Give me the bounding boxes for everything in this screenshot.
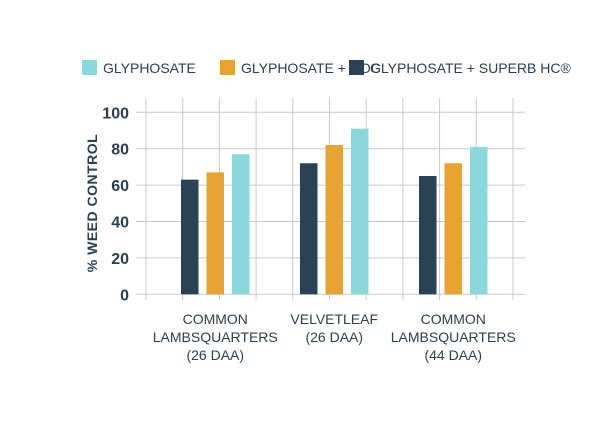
bar bbox=[181, 179, 199, 295]
y-axis-label: % WEED CONTROL bbox=[84, 134, 100, 272]
x-tick-label: COMMON LAMBSQUARTERS (44 DAA) bbox=[391, 311, 516, 363]
y-tick-label: 0 bbox=[120, 287, 129, 304]
x-tick-label-line: COMMON bbox=[421, 311, 486, 327]
bar bbox=[470, 146, 488, 295]
bar bbox=[419, 176, 437, 295]
bar bbox=[206, 172, 224, 295]
bars bbox=[181, 128, 488, 295]
legend-label: GLYPHOSATE bbox=[103, 60, 196, 76]
legend-swatch bbox=[82, 60, 97, 75]
x-tick-label-line: (26 DAA) bbox=[186, 347, 244, 363]
x-axis-labels: COMMON LAMBSQUARTERS (26 DAA) VELVETLEAF (26… bbox=[153, 311, 516, 363]
y-tick-label: 80 bbox=[111, 142, 129, 159]
legend-label: GLYPHOSATE + SUPERB HC® bbox=[370, 60, 571, 76]
bar bbox=[300, 163, 318, 295]
x-tick-label-line: (26 DAA) bbox=[305, 329, 363, 345]
x-tick-label-line: VELVETLEAF bbox=[290, 311, 378, 327]
x-tick-label-line: LAMBSQUARTERS bbox=[153, 329, 278, 345]
x-tick-label-line: (44 DAA) bbox=[424, 347, 482, 363]
bar bbox=[232, 154, 250, 295]
y-tick-label: 60 bbox=[111, 178, 129, 195]
x-tick-label-line: COMMON bbox=[183, 311, 248, 327]
y-tick-label: 40 bbox=[111, 215, 129, 232]
legend-swatch bbox=[349, 60, 364, 75]
bar bbox=[444, 163, 462, 295]
y-axis-ticks: 0 20 40 60 80 100 bbox=[102, 105, 129, 304]
x-tick-label: VELVETLEAF (26 DAA) bbox=[290, 311, 378, 345]
legend-label: GLYPHOSATE + COC bbox=[241, 60, 381, 76]
y-tick-label: 100 bbox=[102, 105, 129, 122]
x-tick-label: COMMON LAMBSQUARTERS (26 DAA) bbox=[153, 311, 278, 363]
bar bbox=[325, 145, 343, 295]
legend-swatch bbox=[220, 60, 235, 75]
bar bbox=[351, 128, 369, 295]
y-tick-label: 20 bbox=[111, 251, 129, 268]
x-tick-label-line: LAMBSQUARTERS bbox=[391, 329, 516, 345]
